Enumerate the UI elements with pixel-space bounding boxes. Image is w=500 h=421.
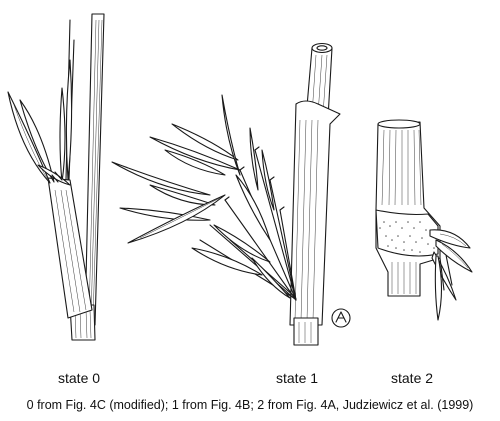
state-0-culm xyxy=(84,13,105,326)
state-1-drawing xyxy=(111,42,351,346)
state-2-node-band xyxy=(375,209,439,257)
state-2-bud xyxy=(429,229,471,249)
state-2-drawing xyxy=(375,119,473,321)
figure-caption: 0 from Fig. 4C (modified); 1 from Fig. 4… xyxy=(26,398,474,412)
state-0-label: state 0 xyxy=(58,370,101,386)
state-2-label: state 2 xyxy=(391,370,434,386)
state-1-label: state 1 xyxy=(276,370,319,386)
state-0-drawing xyxy=(7,13,105,341)
state-0-leaf xyxy=(7,91,51,184)
